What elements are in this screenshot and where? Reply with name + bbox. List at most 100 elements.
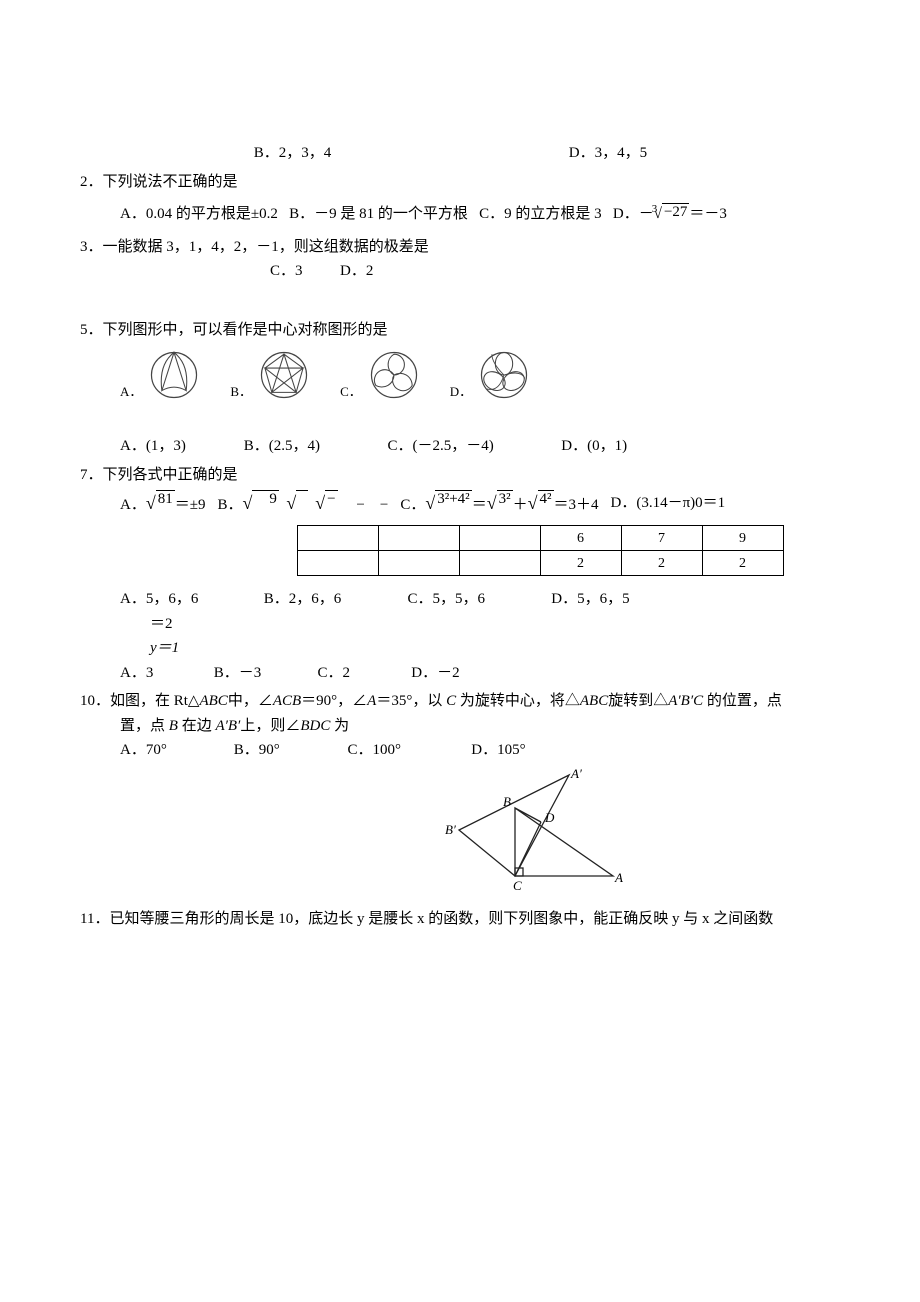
- q10-b: B: [169, 718, 178, 734]
- q10-c: C: [446, 693, 456, 709]
- q10-apbp: A′B′: [215, 718, 240, 734]
- q9-options: A．3 B．－3 C．2 D．－2: [80, 662, 920, 685]
- q10-abc2: ABC: [580, 693, 608, 709]
- q9-eq1: ＝2: [80, 613, 920, 636]
- q10-t8: 在边: [178, 718, 216, 734]
- cell: [297, 551, 378, 576]
- q7-a-post: ＝±9: [175, 497, 206, 513]
- q1-option-b: B．2，3，4: [254, 142, 332, 165]
- q5-option-d: D．: [450, 349, 530, 401]
- q7-c-r1: 3²+4²: [435, 490, 471, 508]
- q8-option-c: C．5，5，6: [408, 588, 548, 611]
- cell: [378, 551, 459, 576]
- q10-bdc: BDC: [300, 718, 330, 734]
- q7-options: A．√81＝±9 B．√ 9 √ √− − − C．√3²+4²＝√3²＋√4²…: [80, 490, 920, 517]
- lbl-ap: A′: [570, 768, 582, 781]
- q9-option-c: C．2: [318, 662, 408, 685]
- q10-options: A．70° B．90° C．100° D．105°: [80, 739, 920, 762]
- q7-c-eq: ＝: [472, 497, 487, 513]
- q10-t2: 中，∠: [228, 693, 273, 709]
- q7-stem: 7．下列各式中正确的是: [80, 464, 920, 487]
- lbl-b: B: [503, 794, 511, 809]
- q7-c-r2: 3²: [497, 490, 513, 508]
- cell: 6: [540, 526, 621, 551]
- q2-options: A．0.04 的平方根是±0.2 B．－9 是 81 的一个平方根 C．9 的立…: [80, 203, 920, 226]
- q10-option-b: B．90°: [234, 739, 344, 762]
- q8-option-b: B．2，6，6: [264, 588, 404, 611]
- q7-option-a: A．√81＝±9: [120, 490, 205, 517]
- cell: [459, 526, 540, 551]
- q10-t9: 上，则∠: [240, 718, 300, 734]
- table-row: 2 2 2: [297, 551, 783, 576]
- cell: 2: [621, 551, 702, 576]
- q6-option-a: A．(1，3): [120, 435, 240, 458]
- q10-option-a: A．70°: [120, 739, 230, 762]
- q7-c-pre: C．: [400, 497, 425, 513]
- q3-option-c: C．3: [270, 263, 303, 279]
- q7-c-r3: 4²: [538, 490, 554, 508]
- q2-option-a: A．0.04 的平方根是±0.2: [120, 206, 278, 222]
- q6-options: A．(1，3) B．(2.5，4) C．(－2.5，－4) D．(0，1): [80, 435, 920, 458]
- q5-option-c: C．: [340, 349, 420, 401]
- q7-b-pre: B．: [217, 497, 242, 513]
- q5-label-c: C．: [340, 382, 362, 402]
- q8-option-a: A．5，6，6: [120, 588, 260, 611]
- sqrt-icon: √: [286, 490, 307, 517]
- q10-t5: 为旋转中心，将△: [456, 693, 580, 709]
- sqrt-icon: √ 9: [242, 490, 278, 517]
- q6-option-b: B．(2.5，4): [244, 435, 384, 458]
- lbl-c: C: [513, 878, 522, 893]
- q8-options: A．5，6，6 B．2，6，6 C．5，5，6 D．5，6，5: [80, 588, 920, 611]
- q5-label-b: B．: [230, 382, 252, 402]
- q5-figure-row: A． B． C． D．: [120, 349, 920, 401]
- q3-option-d: D．2: [340, 263, 373, 279]
- q9-option-b: B．－3: [214, 662, 314, 685]
- q1-options: B．2，3，4 D．3，4，5: [80, 142, 920, 165]
- q11-stem: 11．已知等腰三角形的周长是 10，底边长 y 是腰长 x 的函数，则下列图象中…: [80, 908, 920, 931]
- q10-t6: 旋转到△: [608, 693, 668, 709]
- q10-abc: ABC: [199, 693, 227, 709]
- q5-option-a: A．: [120, 349, 200, 401]
- q9-eq2: y＝1: [150, 640, 179, 656]
- q10-t4: ＝35°，以: [376, 693, 446, 709]
- sqrt-icon: √3²+4²: [425, 490, 471, 517]
- q10-figure-icon: C A B A′ B′ D: [445, 768, 635, 898]
- q7-b-radicand: 9: [252, 490, 279, 508]
- q10-option-c: C．100°: [348, 739, 468, 762]
- sqrt-icon: √81: [146, 490, 175, 517]
- sqrt-icon: √3²: [487, 490, 513, 517]
- q10-option-d: D．105°: [471, 739, 581, 762]
- q2-d-post: ＝－3: [689, 206, 727, 222]
- cell: [459, 551, 540, 576]
- cuberoot-icon: 3√−27: [654, 203, 690, 226]
- lbl-d: D: [544, 810, 555, 825]
- q5-figure-a-icon: [148, 349, 200, 401]
- q7-a-radicand: 81: [156, 490, 175, 508]
- q9-option-d: D．－2: [411, 662, 501, 685]
- cell: [297, 526, 378, 551]
- q2-option-b: B．－9 是 81 的一个平方根: [289, 206, 468, 222]
- q6-option-c: C．(－2.5，－4): [388, 435, 558, 458]
- q10-a: A: [367, 693, 376, 709]
- q3-stem: 3．一能数据 3，1，4，2，－1，则这组数据的极差是: [80, 236, 920, 259]
- radical-index: 3: [652, 201, 658, 218]
- q8-table: 6 7 9 2 2 2: [297, 525, 784, 576]
- cell: 9: [702, 526, 783, 551]
- q6-option-d: D．(0，1): [561, 435, 681, 458]
- q5-label-d: D．: [450, 382, 472, 402]
- sqrt-icon: √−: [315, 490, 337, 517]
- q7-b-mid: − −: [341, 497, 388, 513]
- q7-option-b: B．√ 9 √ √− − −: [217, 490, 388, 517]
- q2-d-radicand: −27: [662, 203, 689, 221]
- q5-figure-d-icon: [478, 349, 530, 401]
- q7-a-pre: A．: [120, 497, 146, 513]
- q10-stem-line2: 置，点 B 在边 A′B′上，则∠BDC 为: [80, 715, 920, 738]
- sqrt-icon: √4²: [528, 490, 554, 517]
- q10-t3: ＝90°，∠: [301, 693, 367, 709]
- q10-stem: 10．如图，在 Rt△ABC中，∠ACB＝90°，∠A＝35°，以 C 为旋转中…: [80, 690, 920, 713]
- q5-label-a: A．: [120, 382, 142, 402]
- q5-stem: 5．下列图形中，可以看作是中心对称图形的是: [80, 319, 920, 342]
- q7-c-post: ＝3＋4: [554, 497, 599, 513]
- q8-option-d: D．5，6，5: [551, 588, 691, 611]
- q2-d-pre: D．－: [613, 206, 654, 222]
